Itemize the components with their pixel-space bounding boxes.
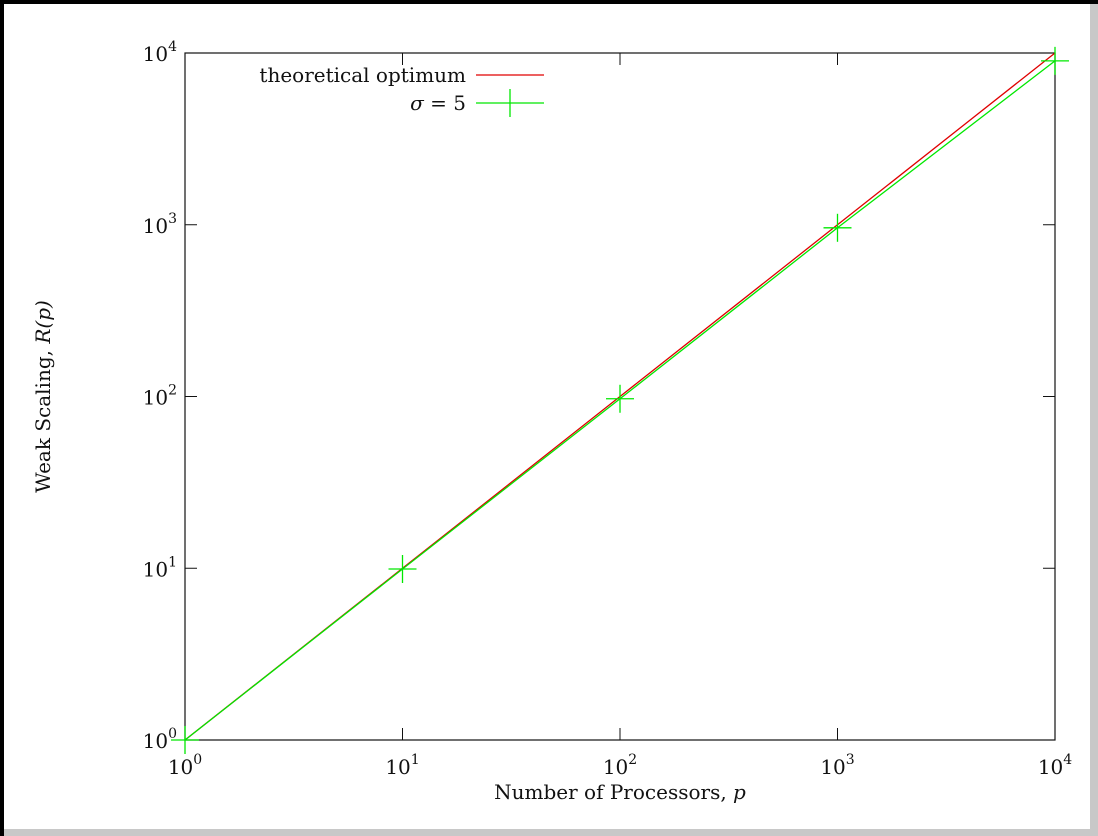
legend-label: theoretical optimum xyxy=(259,63,466,87)
y-tick-label: 104 xyxy=(143,39,177,66)
legend-item: theoretical optimum xyxy=(259,63,544,87)
data-point xyxy=(171,726,199,754)
legend-label: σ = 5 xyxy=(410,91,466,115)
ticks-layer: 100 101 102 103 104 100 101 102 103 104 xyxy=(143,39,1073,779)
data-point xyxy=(823,213,852,242)
legend-item: σ = 5 xyxy=(410,89,544,117)
series-layer xyxy=(171,46,1069,754)
x-tick-label: 100 xyxy=(168,752,202,779)
chart-svg: 100 101 102 103 104 100 101 102 103 104 theoretic… xyxy=(31,39,1073,804)
legend: theoretical optimum σ = 5 xyxy=(259,63,544,117)
x-axis-label: Number of Processors, p xyxy=(494,780,746,804)
y-axis-label: Weak Scaling, R(p) xyxy=(31,300,55,493)
x-tick-label: 103 xyxy=(820,752,854,779)
y-tick-label: 102 xyxy=(143,383,177,410)
y-tick-label: 100 xyxy=(143,726,177,753)
x-tick-label: 102 xyxy=(603,752,637,779)
x-tick-label: 104 xyxy=(1038,752,1072,779)
y-tick-label: 103 xyxy=(143,211,177,238)
axis-labels: Number of Processors, p Weak Scaling, R(… xyxy=(31,300,746,804)
data-point xyxy=(388,554,417,583)
x-tick-label: 101 xyxy=(385,752,419,779)
y-tick-label: 101 xyxy=(143,554,177,581)
data-point xyxy=(606,384,634,413)
chart-canvas: 100 101 102 103 104 100 101 102 103 104 theoretic… xyxy=(4,4,1090,829)
data-point xyxy=(1041,46,1069,75)
